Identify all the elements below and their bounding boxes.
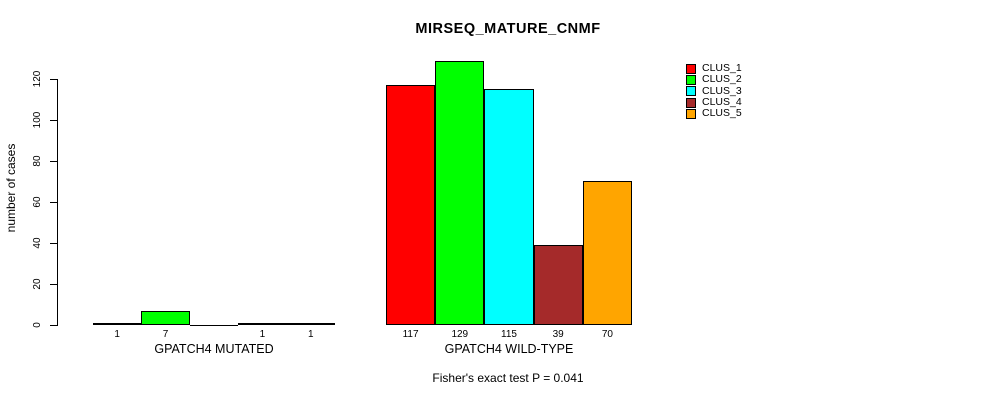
legend-item-clus_3: CLUS_3 bbox=[686, 84, 742, 97]
bar-value-label: 7 bbox=[162, 329, 169, 340]
y-axis-tick-label: 60 bbox=[32, 196, 43, 208]
y-axis-tick-label: 20 bbox=[32, 278, 43, 290]
legend-label: CLUS_4 bbox=[702, 96, 742, 109]
bar-clus_2 bbox=[435, 61, 485, 325]
y-axis-line bbox=[57, 79, 58, 326]
legend-swatch bbox=[686, 63, 696, 74]
y-axis-tick bbox=[50, 325, 57, 326]
bar-clus_1 bbox=[93, 323, 142, 325]
footnote-fishers-test: Fisher's exact test P = 0.041 bbox=[432, 371, 584, 385]
legend-label: CLUS_5 bbox=[702, 107, 742, 120]
bar-clus_5 bbox=[286, 323, 335, 325]
y-axis-label: number of cases bbox=[4, 143, 18, 233]
y-axis-tick bbox=[50, 202, 57, 203]
y-axis-tick-label: 120 bbox=[32, 70, 43, 88]
y-axis-tick bbox=[50, 284, 57, 285]
legend: CLUS_1 CLUS_2 CLUS_3 CLUS_4 CLUS_5 bbox=[686, 63, 742, 119]
bar-clus_2 bbox=[141, 311, 190, 325]
y-axis-tick-label: 80 bbox=[32, 155, 43, 167]
y-axis-tick bbox=[50, 161, 57, 162]
y-axis-tick bbox=[50, 120, 57, 121]
bar-clus_4 bbox=[533, 245, 583, 325]
bar-clus_3 bbox=[189, 325, 239, 326]
bar-clus_5 bbox=[582, 181, 632, 325]
bar-value-label: 1 bbox=[308, 329, 314, 340]
legend-swatch bbox=[686, 97, 696, 108]
bar-value-label: 115 bbox=[501, 329, 517, 340]
bar-value-label: 70 bbox=[601, 329, 613, 340]
legend-swatch bbox=[686, 86, 696, 97]
bar-value-label: 1 bbox=[259, 329, 266, 340]
bar-value-label: 39 bbox=[552, 329, 564, 340]
y-axis-tick-label: 40 bbox=[32, 237, 43, 249]
group-label-wildtype: GPATCH4 WILD-TYPE bbox=[444, 342, 574, 356]
y-axis-tick bbox=[50, 243, 57, 244]
legend-label: CLUS_1 bbox=[702, 62, 742, 75]
chart-title: MIRSEQ_MATURE_CNMF bbox=[415, 21, 601, 37]
group-label-mutated: GPATCH4 MUTATED bbox=[154, 342, 274, 356]
bar-value-label: 129 bbox=[451, 329, 469, 340]
legend-label: CLUS_3 bbox=[702, 84, 742, 97]
legend-swatch bbox=[686, 108, 696, 119]
y-axis-tick bbox=[50, 79, 57, 80]
legend-item-clus_5: CLUS_5 bbox=[686, 108, 742, 119]
bar-clus_1 bbox=[386, 85, 436, 325]
legend-item-clus_2: CLUS_2 bbox=[686, 74, 742, 85]
legend-label: CLUS_2 bbox=[702, 73, 742, 86]
bar-value-label: 1 bbox=[114, 329, 120, 340]
legend-item-clus_1: CLUS_1 bbox=[686, 63, 742, 74]
legend-item-clus_4: CLUS_4 bbox=[686, 97, 742, 108]
y-axis-tick-label: 100 bbox=[32, 111, 43, 129]
bar-clus_4 bbox=[238, 323, 287, 325]
y-axis-tick-label: 0 bbox=[32, 322, 43, 328]
legend-swatch bbox=[686, 74, 696, 85]
bar-value-label: 117 bbox=[402, 329, 419, 340]
bar-clus_3 bbox=[484, 89, 534, 325]
